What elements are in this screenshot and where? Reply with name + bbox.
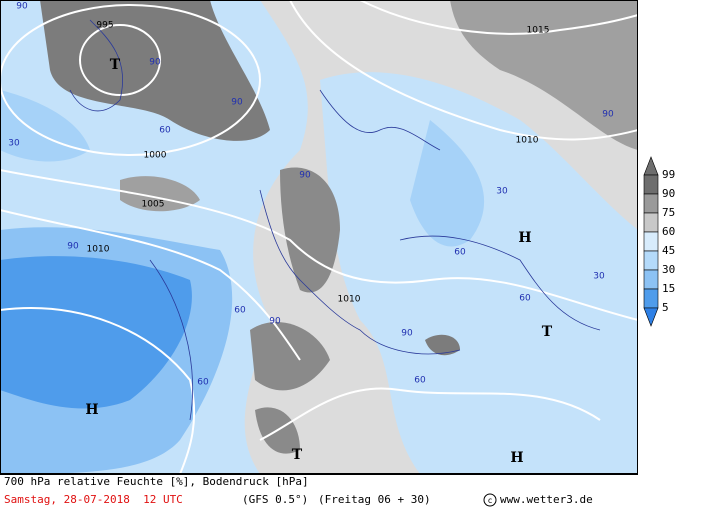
footer-description: 700 hPa relative Feuchte [%], Bodendruck… bbox=[4, 475, 309, 488]
legend-swatch bbox=[643, 250, 659, 271]
pressure-center-label: T bbox=[110, 57, 121, 73]
humidity-label: 30 bbox=[8, 139, 20, 149]
legend-label: 45 bbox=[662, 244, 675, 257]
humidity-zone bbox=[40, 0, 270, 141]
humidity-label: 30 bbox=[593, 272, 605, 282]
legend-swatch bbox=[643, 212, 659, 233]
footer-date: Samstag, 28-07-2018 12 UTC bbox=[4, 493, 183, 506]
isobar-label: 1010 bbox=[338, 295, 361, 305]
legend-label: 75 bbox=[662, 206, 675, 219]
legend-label: 90 bbox=[662, 187, 675, 200]
humidity-label: 90 bbox=[269, 317, 281, 327]
legend-swatch bbox=[643, 193, 659, 214]
legend-arrow bbox=[643, 156, 659, 176]
isobar-label: 995 bbox=[96, 21, 113, 31]
pressure-center-label: T bbox=[292, 447, 303, 463]
humidity-label: 30 bbox=[496, 187, 508, 197]
humidity-label: 60 bbox=[197, 378, 209, 388]
humidity-label: 90 bbox=[299, 171, 311, 181]
isobar-label: 1000 bbox=[144, 151, 167, 161]
humidity-label: 60 bbox=[414, 376, 426, 386]
humidity-zone bbox=[250, 321, 330, 391]
humidity-label: 60 bbox=[234, 306, 246, 316]
legend-swatch bbox=[643, 231, 659, 252]
isobar-label: 1010 bbox=[87, 245, 110, 255]
map-frame bbox=[0, 0, 638, 474]
copyright-icon: c bbox=[488, 496, 493, 505]
legend-label: 15 bbox=[662, 282, 675, 295]
isobars bbox=[0, 0, 639, 475]
map-labels: 995 1000 1005 1010 1010 1010 1015 T T T H H H 90 90 90 9… bbox=[8, 2, 614, 467]
humidity-zone bbox=[450, 0, 638, 150]
humidity-zone bbox=[280, 167, 340, 293]
humidity-zone bbox=[0, 90, 90, 162]
humidity-zone bbox=[0, 256, 192, 409]
legend-swatch bbox=[643, 288, 659, 309]
humidity-label: 90 bbox=[602, 110, 614, 120]
pressure-center-label: H bbox=[85, 402, 98, 418]
copyright-icon bbox=[483, 493, 497, 507]
legend-swatch bbox=[643, 174, 659, 195]
borders bbox=[69, 19, 601, 421]
legend-label: 99 bbox=[662, 168, 675, 181]
pressure-center-label: H bbox=[518, 230, 531, 246]
humidity-label: 90 bbox=[67, 242, 79, 252]
humidity-label: 60 bbox=[159, 126, 171, 136]
humidity-zone bbox=[425, 334, 460, 356]
legend-swatch bbox=[643, 269, 659, 290]
isobar-label: 1005 bbox=[142, 200, 165, 210]
legend: 99 90 75 60 45 30 15 5 bbox=[643, 156, 675, 327]
humidity-zone bbox=[410, 120, 485, 247]
footer-model: (GFS 0.5°) bbox=[242, 493, 308, 506]
legend-label: 5 bbox=[662, 301, 669, 314]
footer-run: (Freitag 06 + 30) bbox=[318, 493, 431, 506]
humidity-zone bbox=[320, 72, 638, 474]
isobar-label: 1010 bbox=[516, 136, 539, 146]
legend-arrow bbox=[643, 307, 659, 327]
humidity-label: 90 bbox=[16, 2, 28, 12]
humidity-label: 60 bbox=[454, 248, 466, 258]
humidity-label: 90 bbox=[149, 58, 161, 68]
humidity-label: 90 bbox=[231, 98, 243, 108]
legend-label: 30 bbox=[662, 263, 675, 276]
humidity-label: 90 bbox=[401, 329, 413, 339]
pressure-center-label: T bbox=[542, 324, 553, 340]
humidity-label: 60 bbox=[519, 294, 531, 304]
footer-credit: www.wetter3.de bbox=[500, 493, 593, 506]
pressure-center-label: H bbox=[510, 450, 523, 466]
legend-label: 60 bbox=[662, 225, 675, 238]
isobar-label: 1015 bbox=[527, 26, 550, 36]
